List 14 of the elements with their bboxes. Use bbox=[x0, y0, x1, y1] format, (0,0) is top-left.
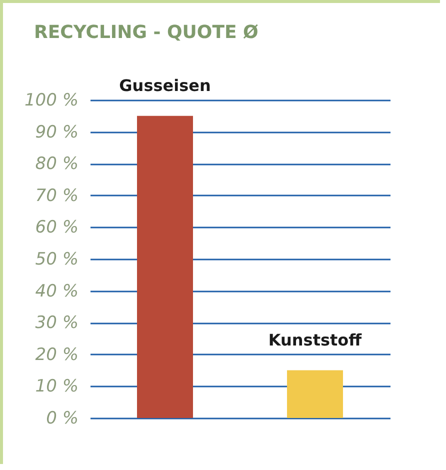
y-tick-label: 10 % bbox=[35, 376, 78, 397]
y-tick-label: 20 % bbox=[35, 344, 78, 365]
x-tick-label: Gusseisen bbox=[119, 76, 211, 95]
y-tick-label: 80 % bbox=[35, 154, 78, 174]
y-tick-label: 40 % bbox=[35, 281, 78, 302]
y-tick-label: 60 % bbox=[35, 218, 78, 238]
y-tick-label: 90 % bbox=[35, 122, 78, 142]
y-tick-label: 0 % bbox=[46, 408, 78, 428]
y-tick-label: 30 % bbox=[35, 313, 78, 334]
y-tick-label: 100 % bbox=[24, 90, 78, 110]
x-tick-label: Kunststoff bbox=[268, 330, 363, 350]
y-tick-label: 70 % bbox=[35, 186, 78, 206]
chart-title: RECYCLING - QUOTE Ø bbox=[34, 22, 258, 43]
y-tick-label: 50 % bbox=[35, 250, 78, 270]
